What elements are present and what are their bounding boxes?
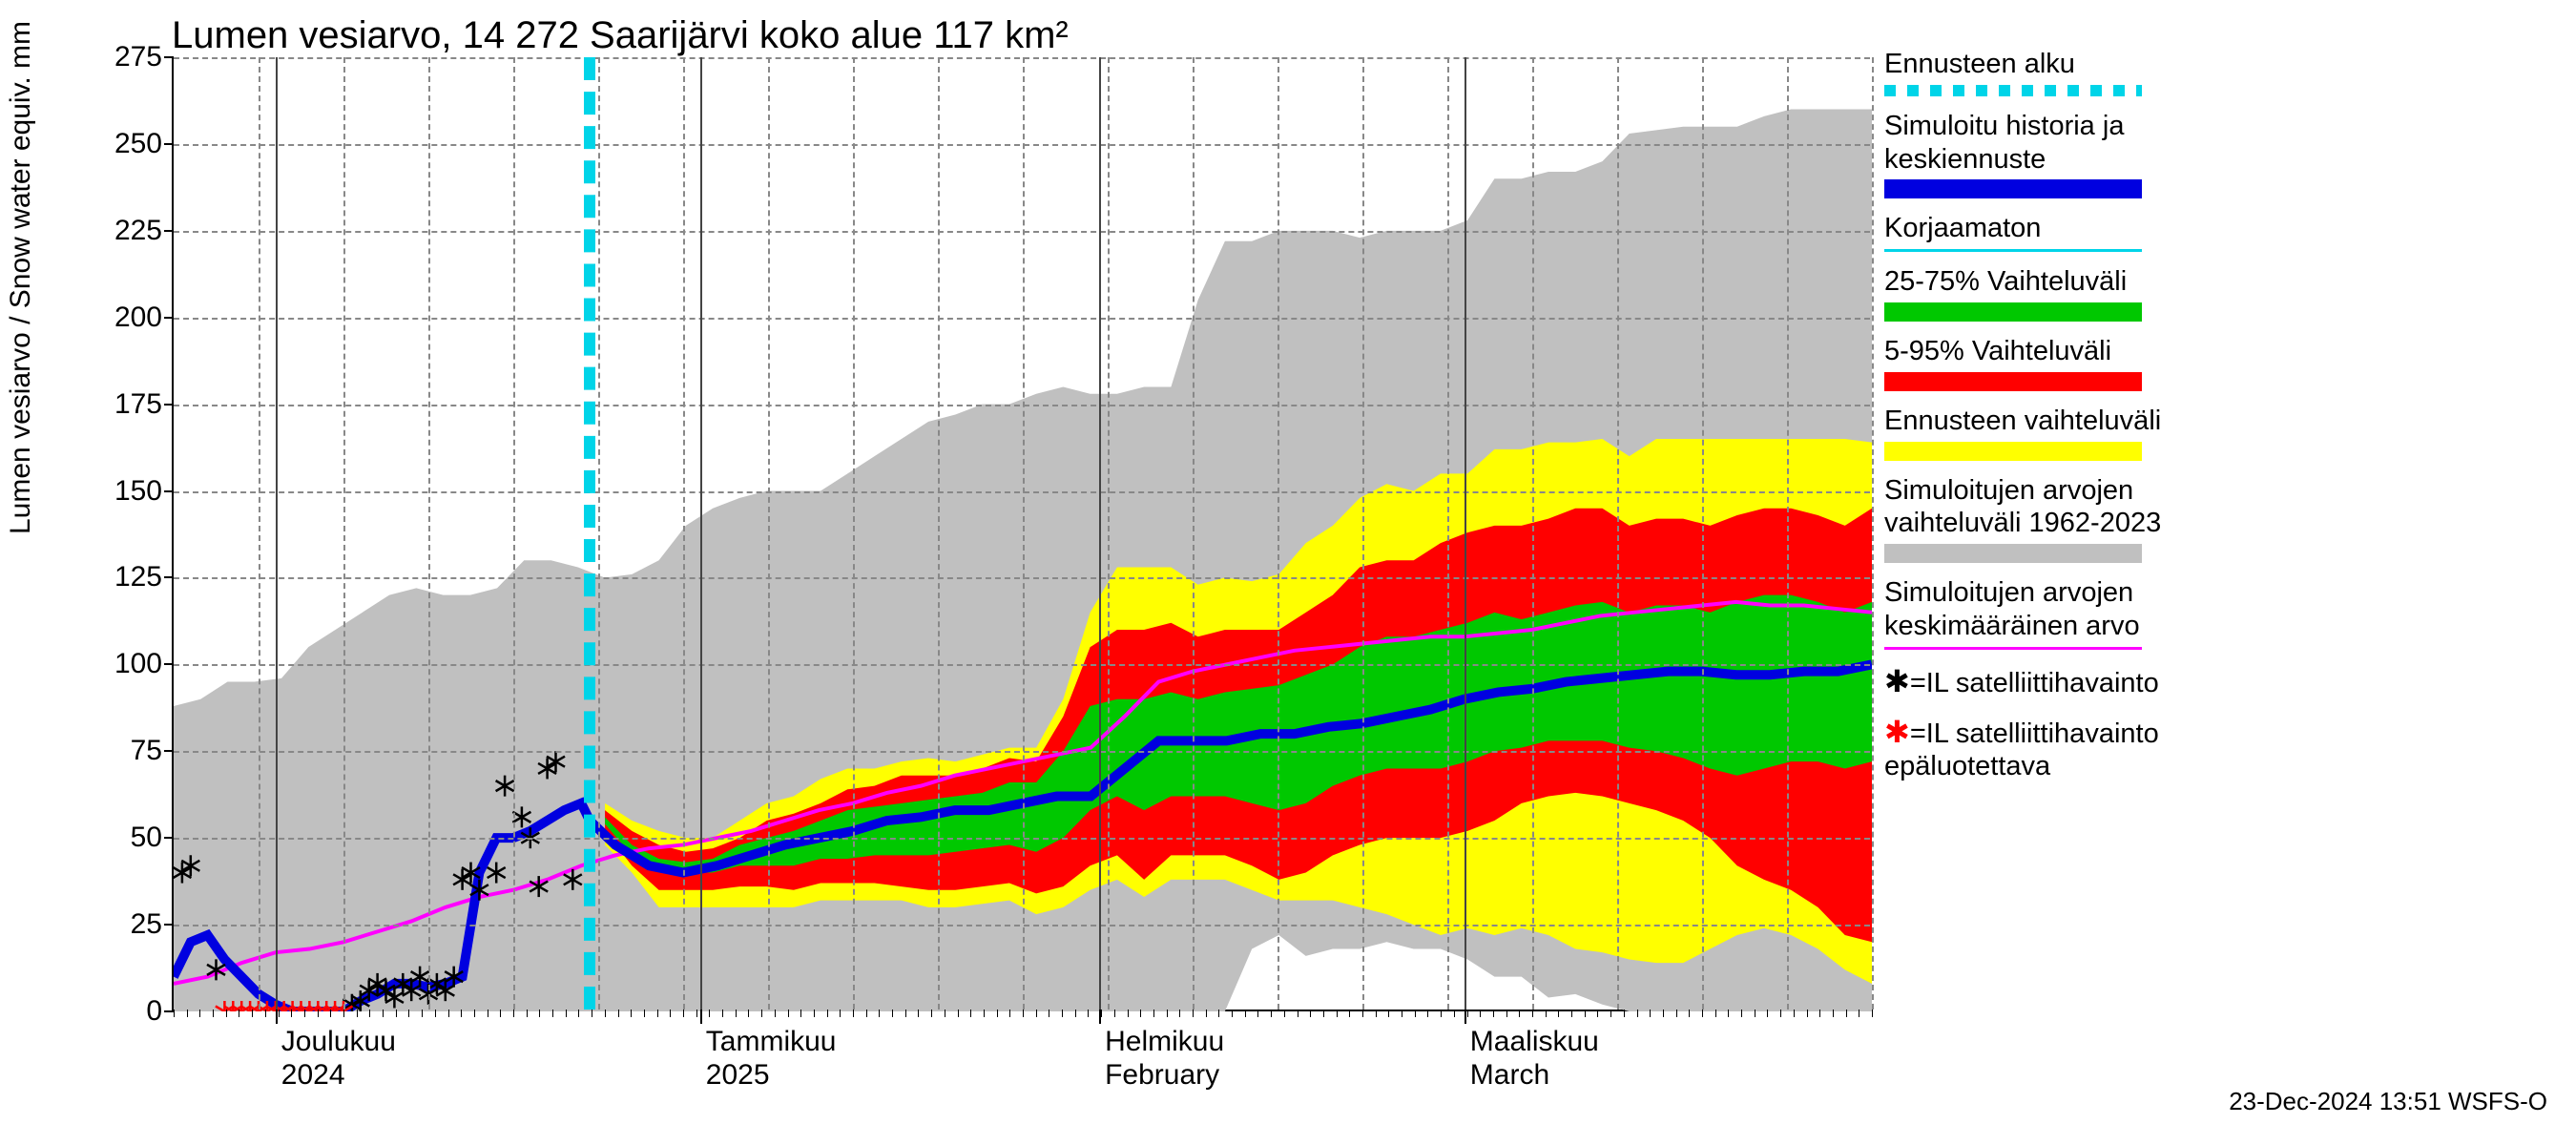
x-month-sublabel: March — [1470, 1059, 1549, 1092]
legend: Ennusteen alku Simuloitu historia jakeski… — [1884, 48, 2552, 797]
x-month-sublabel: 2025 — [706, 1059, 770, 1092]
y-tick-label: 100 — [86, 648, 162, 680]
y-tick-label: 0 — [86, 995, 162, 1028]
y-axis-label: Lumen vesiarvo / Snow water equiv. mm — [5, 21, 37, 534]
legend-marker-icon: ✱ — [1884, 715, 1910, 749]
y-tick-label: 175 — [86, 388, 162, 421]
y-tick-label: 50 — [86, 822, 162, 854]
legend-item-pct25_75: 25-75% Vaihteluväli — [1884, 265, 2552, 322]
footer-timestamp: 23-Dec-2024 13:51 WSFS-O — [2229, 1087, 2547, 1116]
x-month-label: Tammikuu — [706, 1026, 837, 1058]
chart-title: Lumen vesiarvo, 14 272 Saarijärvi koko a… — [172, 14, 1069, 57]
x-month-sublabel: February — [1105, 1059, 1219, 1092]
legend-marker-icon: ✱ — [1884, 664, 1910, 698]
legend-item-sat_red: ✱=IL satelliittihavaintoepäluotettava — [1884, 714, 2552, 784]
y-tick-label: 225 — [86, 215, 162, 247]
y-tick-label: 275 — [86, 41, 162, 73]
y-tick-label: 125 — [86, 561, 162, 593]
x-month-label: Joulukuu — [281, 1026, 396, 1058]
forecast-start-line — [584, 57, 595, 1010]
y-tick-label: 150 — [86, 475, 162, 508]
legend-item-pct5_95: 5-95% Vaihteluväli — [1884, 335, 2552, 391]
y-tick-label: 200 — [86, 302, 162, 334]
y-tick-label: 75 — [86, 735, 162, 767]
x-month-label: Helmikuu — [1105, 1026, 1224, 1058]
legend-item-forecast_start: Ennusteen alku — [1884, 48, 2552, 96]
legend-swatch — [1884, 442, 2142, 461]
legend-swatch — [1884, 249, 2142, 252]
legend-item-sat_black: ✱=IL satelliittihavainto — [1884, 663, 2552, 700]
legend-swatch — [1884, 85, 2142, 96]
legend-item-sim_mean: Simuloitujen arvojenkeskimääräinen arvo — [1884, 576, 2552, 650]
y-tick-label: 25 — [86, 908, 162, 941]
y-tick-label: 250 — [86, 128, 162, 160]
legend-swatch — [1884, 372, 2142, 391]
x-month-label: Maaliskuu — [1470, 1026, 1599, 1058]
legend-item-sim_hist: Simuloitu historia jakeskiennuste — [1884, 110, 2552, 199]
legend-swatch — [1884, 179, 2142, 198]
legend-swatch — [1884, 647, 2142, 650]
legend-swatch — [1884, 544, 2142, 563]
plot-area — [172, 57, 1870, 1011]
legend-item-sim_range: Simuloitujen arvojenvaihteluväli 1962-20… — [1884, 474, 2552, 564]
legend-swatch — [1884, 302, 2142, 322]
x-month-sublabel: 2024 — [281, 1059, 345, 1092]
chart-container: Lumen vesiarvo, 14 272 Saarijärvi koko a… — [0, 0, 2576, 1145]
legend-item-forecast_range: Ennusteen vaihteluväli — [1884, 405, 2552, 461]
legend-item-uncorrected: Korjaamaton — [1884, 212, 2552, 252]
